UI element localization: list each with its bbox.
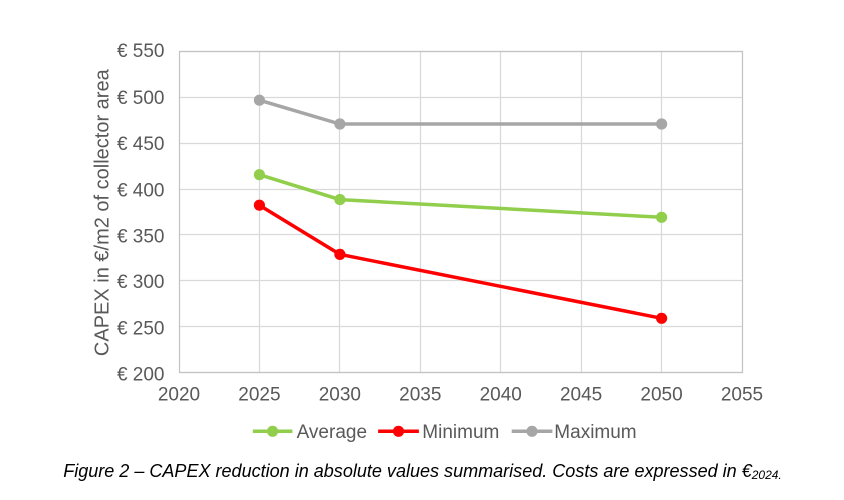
svg-text:2025: 2025	[238, 385, 280, 406]
svg-text:2050: 2050	[640, 385, 682, 406]
svg-text:2035: 2035	[399, 385, 441, 406]
svg-text:Average: Average	[297, 422, 367, 443]
svg-text:Figure 2 – CAPEX reduction in: Figure 2 – CAPEX reduction in absolute v…	[63, 461, 782, 482]
svg-text:€ 500: € 500	[117, 88, 165, 109]
svg-text:€ 450: € 450	[117, 134, 165, 155]
svg-text:€ 550: € 550	[117, 41, 165, 62]
svg-text:Minimum: Minimum	[422, 422, 499, 443]
svg-text:€ 350: € 350	[117, 227, 165, 248]
svg-text:2040: 2040	[480, 385, 522, 406]
svg-text:2020: 2020	[158, 385, 200, 406]
svg-text:Maximum: Maximum	[554, 422, 636, 443]
svg-text:€ 200: € 200	[117, 365, 165, 386]
svg-text:CAPEX in €/m2 of collector are: CAPEX in €/m2 of collector area	[91, 68, 113, 356]
svg-text:€ 250: € 250	[117, 319, 165, 340]
svg-text:2045: 2045	[560, 385, 602, 406]
svg-text:2030: 2030	[319, 385, 361, 406]
svg-text:2055: 2055	[721, 385, 763, 406]
svg-text:€ 300: € 300	[117, 272, 165, 293]
svg-text:€ 400: € 400	[117, 180, 165, 201]
